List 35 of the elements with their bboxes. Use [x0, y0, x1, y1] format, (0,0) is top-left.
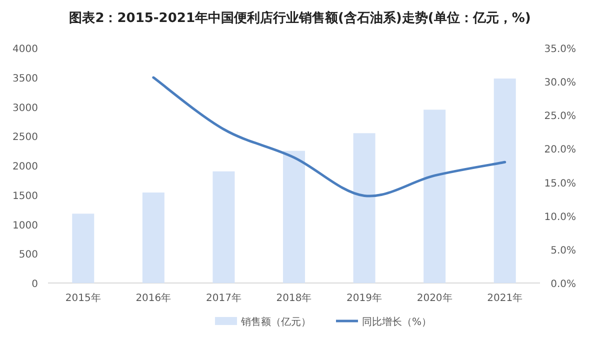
bar — [142, 192, 164, 283]
bar — [72, 214, 94, 283]
x-tick-label: 2015年 — [65, 292, 101, 304]
y2-tick-label: 15.0% — [544, 178, 576, 190]
x-tick-label: 2018年 — [276, 292, 312, 304]
bar — [424, 110, 446, 283]
y2-tick-label: 30.0% — [544, 78, 576, 89]
y-tick-label: 1500 — [12, 190, 38, 202]
x-tick-label: 2020年 — [416, 292, 452, 304]
bar — [353, 133, 376, 283]
y2-tick-label: 0.0% — [550, 279, 576, 290]
y-tick-label: 4000 — [12, 44, 38, 55]
y-tick-label: 3500 — [12, 73, 38, 84]
legend-label: 同比增长（%） — [362, 316, 432, 328]
y-tick-label: 2500 — [12, 132, 38, 144]
y-tick-label: 0 — [32, 279, 38, 290]
y-tick-label: 2000 — [12, 162, 38, 172]
bar — [494, 78, 516, 283]
y2-tick-label: 10.0% — [544, 212, 576, 223]
legend-label: 销售额（亿元） — [240, 316, 311, 328]
y2-tick-label: 25.0% — [544, 111, 576, 122]
chart-title: 图表2：2015-2021年中国便利店行业销售额(含石油系)走势(单位：亿元，%) — [69, 10, 531, 26]
y-tick-label: 3000 — [12, 102, 38, 114]
y2-tick-label: 5.0% — [550, 245, 576, 256]
x-tick-label: 2016年 — [136, 292, 172, 304]
x-tick-label: 2019年 — [346, 292, 382, 304]
bar — [283, 150, 305, 283]
line-series — [152, 76, 506, 198]
y2-tick-label: 35.0% — [544, 44, 576, 55]
y-tick-label: 1000 — [12, 220, 38, 232]
x-tick-label: 2017年 — [206, 292, 242, 304]
y2-tick-label: 20.0% — [544, 144, 576, 156]
bar — [212, 171, 235, 283]
y-tick-label: 500 — [18, 250, 38, 261]
x-tick-label: 2021年 — [487, 292, 523, 304]
